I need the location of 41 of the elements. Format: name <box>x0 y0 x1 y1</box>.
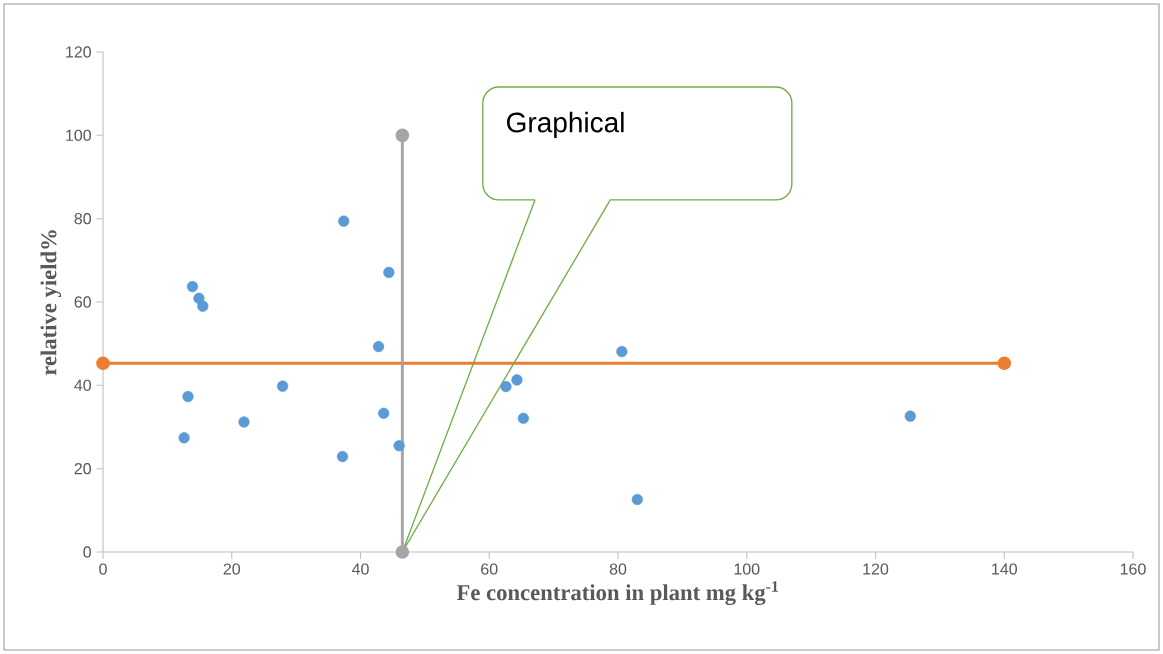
point <box>277 380 289 392</box>
point <box>372 340 385 353</box>
x-tick-label: 100 <box>734 563 760 575</box>
y-tick-label: 0 <box>83 546 92 558</box>
x-tick-label: 120 <box>863 563 889 575</box>
point <box>904 410 916 422</box>
point <box>338 215 350 227</box>
x-tick-label: 160 <box>1120 563 1146 575</box>
point <box>197 300 209 312</box>
point <box>238 416 250 428</box>
point <box>96 356 110 371</box>
point <box>511 374 523 386</box>
point <box>997 356 1012 371</box>
x-tick-label: 140 <box>992 563 1017 575</box>
point <box>383 266 395 279</box>
point <box>395 545 410 559</box>
annotation: Graphical <box>507 111 624 138</box>
point <box>631 493 643 506</box>
point <box>393 440 405 452</box>
y-tick-label: 20 <box>74 463 92 475</box>
y-tick-label: 100 <box>66 129 91 141</box>
point <box>378 407 390 419</box>
point <box>178 432 190 444</box>
x-tick-label: 40 <box>351 563 369 575</box>
x-axis-title: Fe concentration in plant mg kg$^{-1}$ <box>456 581 779 606</box>
point <box>182 390 194 403</box>
point <box>616 345 628 358</box>
x-tick-label: 80 <box>609 563 627 575</box>
point <box>500 380 512 393</box>
y-axis-title: relative yield% <box>40 230 62 376</box>
x-tick-label: 20 <box>223 563 241 575</box>
y-tick-label: 60 <box>74 296 92 308</box>
y-tick-label: 80 <box>74 213 92 225</box>
y-tick-label: 120 <box>66 46 91 58</box>
x-tick-label: 0 <box>99 563 107 575</box>
point <box>517 412 529 424</box>
point <box>395 128 410 143</box>
y-tick-label: 40 <box>74 379 92 391</box>
point <box>336 450 349 463</box>
x-tick-label: 60 <box>481 563 498 575</box>
point <box>186 280 199 293</box>
